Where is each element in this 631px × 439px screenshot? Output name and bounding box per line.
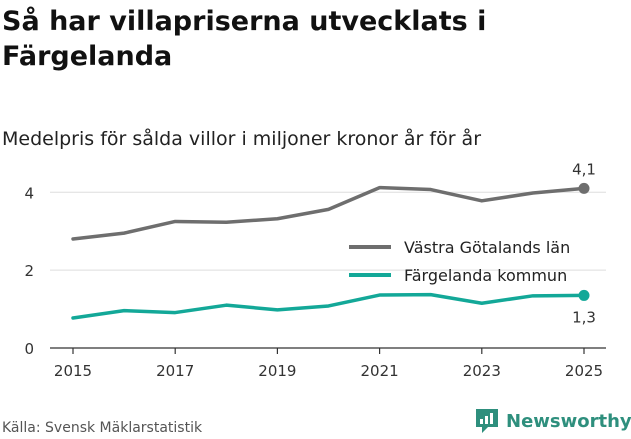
y-tick-label: 0: [24, 340, 34, 358]
series-line-2: [71, 292, 586, 320]
x-tick-label: 2017: [156, 362, 194, 380]
x-tick-label: 2025: [565, 362, 603, 380]
chart-title: Så har villapriserna utvecklats i Färgel…: [2, 6, 487, 72]
x-tick-label: 2019: [258, 362, 296, 380]
x-tick-label: 2021: [361, 362, 399, 380]
y-tick-label: 2: [24, 262, 34, 280]
legend-label: Västra Götalands län: [404, 238, 570, 257]
series-endpoint-2: [578, 289, 590, 301]
series-end-label: 4,1: [572, 160, 596, 178]
series-line-1: [71, 185, 586, 241]
y-tick-label: 4: [24, 184, 34, 202]
brand-logo[interactable]: Newsworthy: [474, 406, 631, 436]
legend-label: Färgelanda kommun: [404, 266, 567, 285]
x-tick-label: 2015: [54, 362, 92, 380]
brand-name: Newsworthy: [506, 410, 631, 432]
series-endpoint-1: [578, 182, 590, 194]
x-tick-label: 2023: [463, 362, 501, 380]
newsworthy-logo-icon: [476, 409, 498, 433]
series-end-label: 1,3: [572, 308, 596, 326]
chart-subtitle: Medelpris för sålda villor i miljoner kr…: [2, 128, 482, 150]
source-note: Källa: Svensk Mäklarstatistik: [2, 420, 203, 436]
